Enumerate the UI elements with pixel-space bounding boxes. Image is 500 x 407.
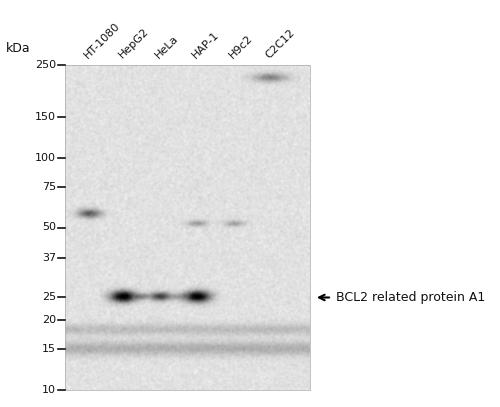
Text: C2C12: C2C12 xyxy=(264,27,297,60)
Text: kDa: kDa xyxy=(6,42,30,55)
Text: 25: 25 xyxy=(42,293,56,302)
Text: 10: 10 xyxy=(42,385,56,395)
Text: 75: 75 xyxy=(42,182,56,192)
Text: BCL2 related protein A1: BCL2 related protein A1 xyxy=(336,291,485,304)
Text: 100: 100 xyxy=(35,153,56,162)
Text: HepG2: HepG2 xyxy=(116,26,150,60)
Text: H9c2: H9c2 xyxy=(227,33,254,60)
Text: 20: 20 xyxy=(42,315,56,325)
Text: 250: 250 xyxy=(35,60,56,70)
Text: 37: 37 xyxy=(42,253,56,263)
Text: 50: 50 xyxy=(42,223,56,232)
Bar xyxy=(65,65,310,390)
Text: 15: 15 xyxy=(42,344,56,354)
Text: HAP-1: HAP-1 xyxy=(190,29,221,60)
Text: HT-1080: HT-1080 xyxy=(82,20,122,60)
Text: 150: 150 xyxy=(35,112,56,122)
Text: HeLa: HeLa xyxy=(154,33,180,60)
